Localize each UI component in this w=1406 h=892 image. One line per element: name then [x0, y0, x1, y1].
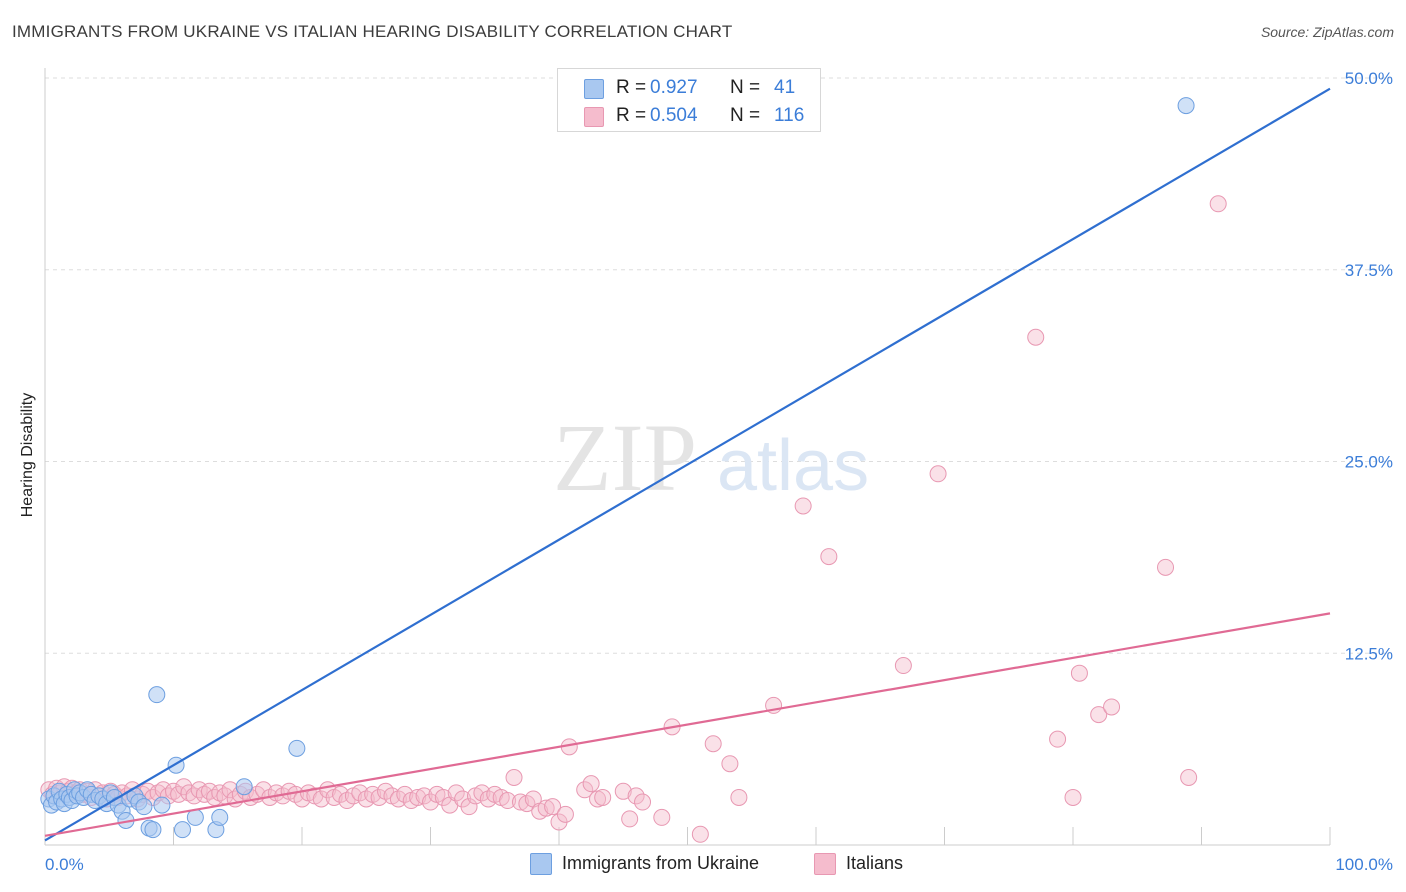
data-point-italians	[370, 788, 388, 806]
data-point-italians	[594, 788, 612, 806]
data-point-ukraine	[288, 739, 306, 757]
data-point-italians	[211, 784, 229, 802]
data-point-italians	[1027, 328, 1045, 346]
legend-n-value: 116	[774, 105, 805, 126]
y-tick-label: 50.0%	[1345, 69, 1393, 88]
source-label: Source: ZipAtlas.com	[1260, 24, 1394, 40]
axes	[44, 68, 1331, 846]
legend-swatch-pink	[814, 853, 836, 875]
data-point-italians	[447, 784, 465, 802]
data-point-italians	[460, 798, 478, 816]
data-point-ukraine	[148, 686, 166, 704]
data-point-italians	[415, 787, 433, 805]
data-point-italians	[473, 784, 491, 802]
legend-r-label: R =	[616, 77, 647, 98]
data-point-italians	[537, 799, 555, 817]
data-point-italians	[556, 805, 574, 823]
grid-lines	[45, 77, 1392, 654]
data-point-ukraine	[135, 798, 153, 816]
correlation-legend: R = 0.927 N = 41 R = 0.504 N = 116	[557, 68, 821, 132]
data-point-italians	[627, 787, 645, 805]
data-point-italians	[634, 793, 652, 811]
watermark-atlas: atlas	[717, 426, 869, 506]
legend-r-value: 0.927	[650, 77, 698, 98]
data-point-italians	[396, 785, 414, 803]
series-ukraine-points	[40, 97, 1195, 839]
data-point-italians	[1209, 195, 1227, 213]
data-point-italians	[544, 798, 562, 816]
legend-swatch-pink	[584, 107, 604, 127]
data-point-italians	[704, 735, 722, 753]
data-point-italians	[820, 548, 838, 566]
legend-n-value: 41	[774, 77, 796, 98]
data-point-italians	[511, 793, 529, 811]
trendline-ukraine	[44, 87, 1331, 842]
data-point-italians	[1049, 730, 1067, 748]
data-point-italians	[576, 781, 594, 799]
data-point-italians	[409, 788, 427, 806]
data-point-ukraine	[144, 821, 162, 839]
data-point-italians	[621, 810, 639, 828]
data-point-italians	[312, 790, 330, 808]
legend-r-label: R =	[616, 105, 647, 126]
data-point-italians	[1064, 788, 1082, 806]
data-point-italians	[332, 785, 350, 803]
data-point-italians	[1157, 558, 1175, 576]
data-point-italians	[499, 792, 517, 810]
x-tick-label: 0.0%	[45, 855, 84, 874]
x-tick-label: 100.0%	[1335, 855, 1393, 874]
data-point-italians	[505, 769, 523, 787]
data-point-italians	[653, 808, 671, 826]
watermark-zip: ZIP	[553, 404, 697, 511]
legend-n-label: N =	[730, 77, 761, 98]
data-point-ukraine	[153, 796, 171, 814]
data-point-italians	[929, 465, 947, 483]
data-point-italians	[1090, 706, 1108, 724]
legend-row-italians: R = 0.504 N = 116	[558, 101, 820, 129]
y-axis-label: Hearing Disability	[19, 392, 36, 518]
data-point-italians	[730, 788, 748, 806]
data-point-italians	[351, 784, 369, 802]
watermark: ZIP atlas	[553, 404, 869, 511]
legend-swatch-blue	[530, 853, 552, 875]
y-tick-label: 37.5%	[1345, 261, 1393, 280]
data-point-italians	[582, 775, 600, 793]
legend-n-label: N =	[730, 105, 761, 126]
y-tick-label: 25.0%	[1345, 453, 1393, 472]
data-point-italians	[794, 497, 812, 515]
data-point-italians	[1070, 664, 1088, 682]
legend-label-ukraine: Immigrants from Ukraine	[562, 853, 760, 873]
data-point-italians	[721, 755, 739, 773]
series-italians-points	[40, 195, 1227, 843]
trendline-italians	[44, 612, 1331, 837]
data-point-italians	[691, 825, 709, 843]
trendlines	[44, 87, 1331, 842]
tick-labels: 12.5% 25.0% 37.5% 50.0% 0.0% 100.0%	[45, 69, 1393, 874]
data-point-ukraine	[173, 821, 191, 839]
data-point-italians	[1180, 769, 1198, 787]
data-point-italians	[614, 782, 632, 800]
legend-row-ukraine: R = 0.927 N = 41	[558, 73, 820, 101]
legend-swatch-blue	[584, 79, 604, 99]
data-point-italians	[894, 657, 912, 675]
y-tick-label: 12.5%	[1345, 644, 1393, 663]
data-point-ukraine	[211, 808, 229, 826]
chart-title: IMMIGRANTS FROM UKRAINE VS ITALIAN HEARI…	[12, 22, 733, 41]
data-point-ukraine	[235, 778, 253, 796]
legend-label-italians: Italians	[846, 853, 904, 873]
data-point-ukraine	[1177, 97, 1195, 115]
legend-r-value: 0.504	[650, 105, 698, 126]
data-point-italians	[1103, 698, 1121, 716]
